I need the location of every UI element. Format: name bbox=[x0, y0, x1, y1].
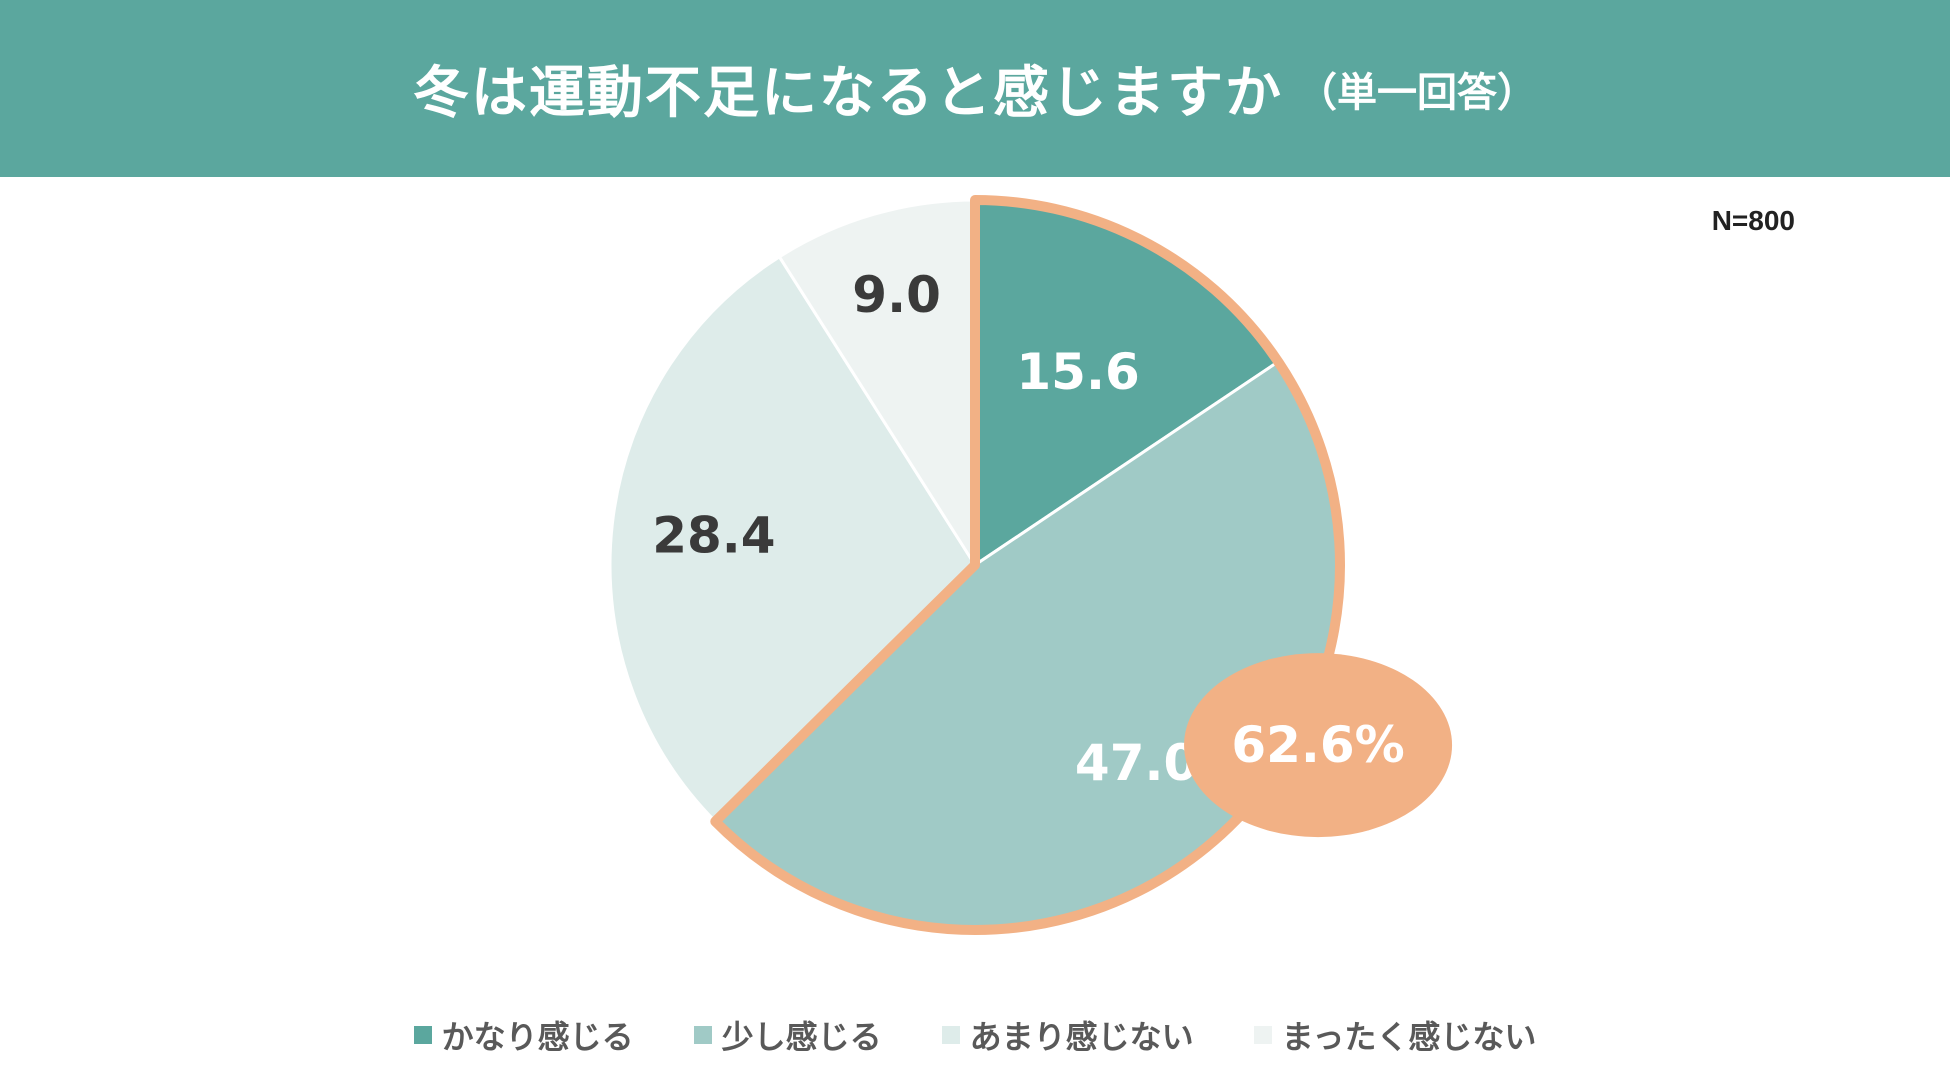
total-callout-bubble bbox=[1184, 653, 1453, 838]
legend-item-kanari: かなり感じる bbox=[413, 1012, 634, 1058]
pie-slice-amari bbox=[608, 254, 977, 824]
legend-swatch bbox=[413, 1026, 432, 1044]
data-label-amari: 28.4 bbox=[652, 506, 775, 564]
data-label-kanari: 15.6 bbox=[1016, 343, 1139, 401]
chart-title: 冬は運動不足になると感じますか bbox=[413, 61, 1283, 126]
legend-label: あまり感じない bbox=[969, 1018, 1194, 1056]
legend-label: 少し感じる bbox=[721, 1018, 882, 1056]
legend-item-amari: あまり感じない bbox=[941, 1012, 1194, 1058]
data-label-mattaku: 9.0 bbox=[852, 266, 941, 324]
total-callout-label: 62.6% bbox=[1231, 716, 1404, 774]
legend-item-mattaku: まったく感じない bbox=[1253, 1012, 1537, 1058]
legend-swatch bbox=[693, 1026, 712, 1044]
legend-label: まったく感じない bbox=[1281, 1018, 1537, 1056]
legend-item-sukoshi: 少し感じる bbox=[693, 1012, 882, 1058]
sample-size-label: N=800 bbox=[1711, 205, 1795, 236]
legend-label: かなり感じる bbox=[441, 1018, 634, 1056]
legend-swatch bbox=[941, 1026, 960, 1044]
data-label-sukoshi: 47.0 bbox=[1075, 734, 1198, 792]
legend-swatch bbox=[1253, 1026, 1272, 1044]
legend: かなり感じる 少し感じる あまり感じない まったく感じない bbox=[0, 1012, 1950, 1058]
header-bar: 冬は運動不足になると感じますか （単一回答） bbox=[0, 0, 1950, 177]
chart-subtitle: （単一回答） bbox=[1297, 69, 1537, 116]
pie-slice-mattaku bbox=[777, 198, 977, 571]
